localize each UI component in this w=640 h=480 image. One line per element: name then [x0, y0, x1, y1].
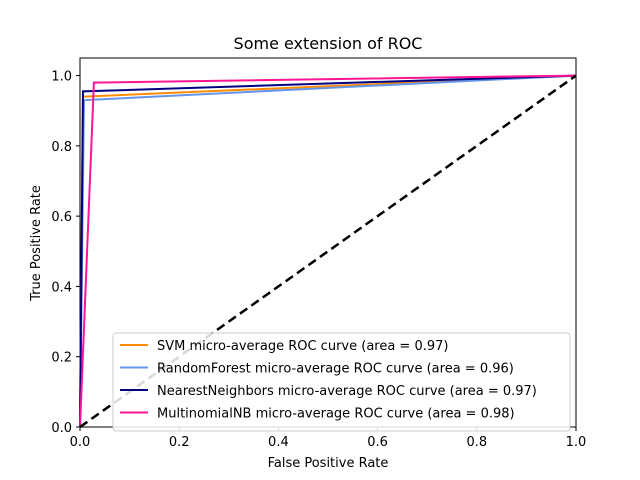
y-tick-label: 0.6 — [51, 210, 72, 225]
x-tick-label: 0.8 — [466, 435, 487, 450]
y-tick-label: 0.0 — [51, 421, 72, 436]
y-tick-label: 0.8 — [51, 140, 72, 155]
series-line-2 — [79, 74, 577, 428]
series-line-3 — [79, 74, 577, 428]
y-axis-label: True Positive Rate — [29, 185, 44, 302]
legend-box — [112, 332, 571, 432]
legend: SVM micro-average ROC curve (area = 0.97… — [112, 332, 571, 432]
legend-label-3: MultinomialNB micro-average ROC curve (a… — [157, 407, 515, 422]
chart-title: Some extension of ROC — [234, 34, 423, 53]
x-tick-label: 0.0 — [70, 435, 91, 450]
x-tick-label: 0.2 — [169, 435, 190, 450]
x-tick-label: 1.0 — [566, 435, 587, 450]
legend-label-2: NearestNeighbors micro-average ROC curve… — [157, 384, 537, 399]
y-tick-label: 0.4 — [51, 280, 72, 295]
x-axis-label: False Positive Rate — [268, 456, 389, 471]
x-tick-label: 0.6 — [367, 435, 388, 450]
legend-label-0: SVM micro-average ROC curve (area = 0.97… — [157, 339, 448, 354]
legend-label-1: RandomForest micro-average ROC curve (ar… — [157, 362, 514, 377]
y-tick-label: 0.2 — [51, 351, 72, 366]
y-tick-label: 1.0 — [51, 70, 72, 85]
x-tick-label: 0.4 — [268, 435, 289, 450]
